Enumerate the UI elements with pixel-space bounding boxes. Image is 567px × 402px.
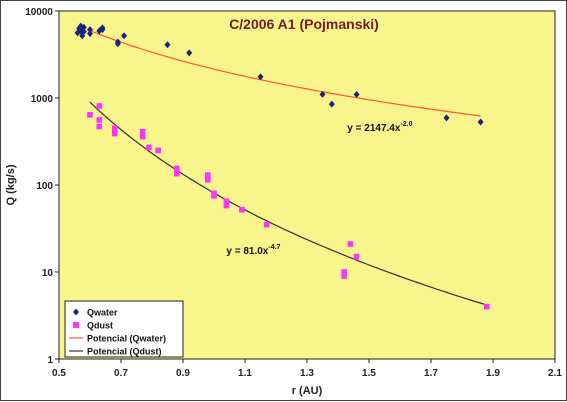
qwater-point <box>328 100 335 108</box>
qwater-point <box>443 114 450 122</box>
x-tick-label: 0.5 <box>52 368 66 379</box>
legend-swatch <box>73 308 79 316</box>
legend-entry: Potencial (Qdust) <box>87 347 162 357</box>
x-tick-label: 1.7 <box>424 368 438 379</box>
y-tick-label: 1 <box>47 355 53 366</box>
qdust-point <box>205 172 211 178</box>
qwater-point <box>164 41 171 49</box>
x-tick-label: 0.7 <box>114 368 128 379</box>
legend-entry: Qdust <box>87 321 113 331</box>
legend-box <box>64 300 184 358</box>
qdust-point <box>112 125 118 131</box>
qdust-point <box>353 253 360 260</box>
qwater-point <box>477 118 484 126</box>
fit-equation-water: y = 2147.4x-2.0 <box>347 121 412 134</box>
qwater-point <box>353 90 360 98</box>
qwater-point <box>121 32 128 40</box>
x-tick-label: 1.3 <box>300 368 314 379</box>
y-tick-label: 1000 <box>31 94 54 105</box>
y-tick-label: 10 <box>42 268 54 279</box>
legend-entry: Potencial (Qwater) <box>87 334 166 344</box>
y-tick-label: 100 <box>36 181 53 192</box>
qdust-point <box>139 133 146 140</box>
qdust-point <box>347 241 354 247</box>
x-tick-label: 2.1 <box>548 368 562 379</box>
qwater-point <box>87 26 93 34</box>
x-tick-label: 1.1 <box>238 368 252 379</box>
fit-line-dust <box>89 101 487 306</box>
qwater-point <box>257 73 264 81</box>
chart-title: C/2006 A1 (Pojmanski) <box>229 16 379 32</box>
qwater-point <box>99 26 106 34</box>
qdust-point <box>223 202 230 209</box>
x-tick-label: 1.5 <box>362 368 376 379</box>
y-tick-label: 10000 <box>25 7 53 18</box>
qdust-point <box>96 123 103 130</box>
qdust-point <box>174 170 180 177</box>
qdust-point <box>87 112 93 118</box>
legend: Qwater Qdust Potencial (Qwater) Potencial (… <box>64 300 184 358</box>
qdust-point <box>341 273 347 279</box>
qdust-point <box>139 128 146 135</box>
qdust-point <box>211 193 217 199</box>
qdust-point <box>263 221 270 228</box>
x-tick-label: 1.9 <box>486 368 500 379</box>
qdust-point <box>484 303 490 310</box>
qwater-point <box>186 49 193 57</box>
qdust-point <box>223 198 230 205</box>
legend-swatch <box>73 322 79 328</box>
qdust-point <box>239 206 245 213</box>
qwater-point <box>114 40 121 48</box>
qdust-point <box>146 144 152 151</box>
x-tick-label: 0.9 <box>176 368 190 379</box>
qdust-point <box>155 147 161 154</box>
qdust-point <box>96 117 103 123</box>
fit-equation-dust: y = 81.0x-4.7 <box>226 244 280 257</box>
y-axis-label: Q (kg/s) <box>5 164 17 205</box>
qdust-point <box>112 130 118 137</box>
qwater-point <box>319 90 326 98</box>
qwater-point <box>87 30 93 38</box>
qdust-point <box>174 165 180 172</box>
qdust-point <box>205 176 211 183</box>
qdust-point <box>341 269 347 275</box>
legend-entry: Qwater <box>87 308 118 318</box>
qwater-point <box>80 23 87 31</box>
x-axis-label: r (AU) <box>292 385 323 397</box>
qwater-point <box>80 28 87 36</box>
qdust-point <box>96 103 103 109</box>
fit-line-water <box>89 29 481 117</box>
